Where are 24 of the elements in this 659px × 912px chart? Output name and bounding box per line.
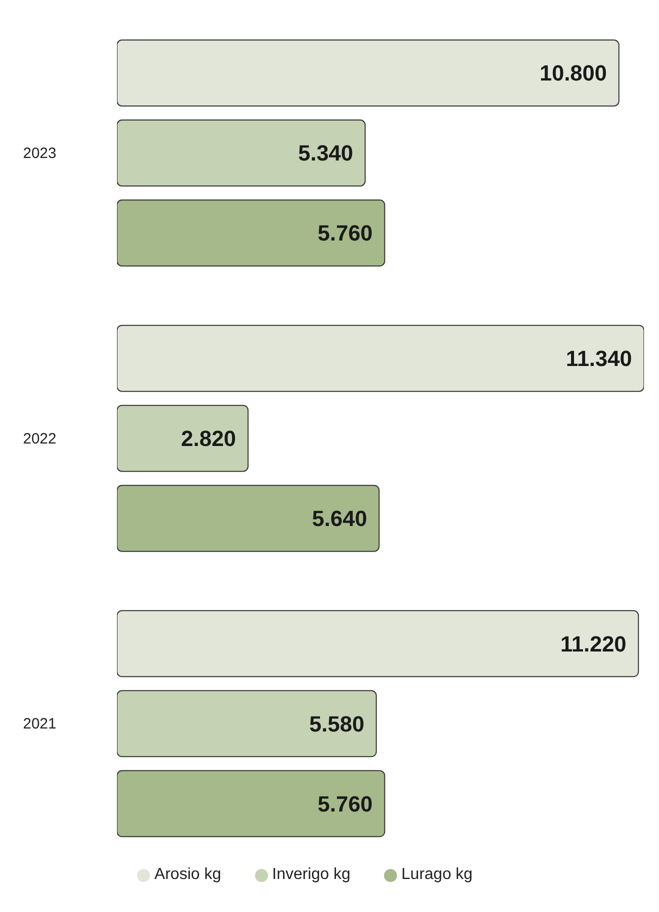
data-label: 5.340 [298, 140, 354, 166]
bar [117, 404, 249, 472]
data-label: 5.760 [318, 791, 373, 816]
data-label: 5.640 [312, 506, 368, 532]
data-label: 5.760 [318, 220, 373, 246]
y-tick-label: 2023 [23, 144, 56, 162]
data-label: 2.820 [180, 426, 236, 452]
bar [117, 324, 644, 392]
bar [117, 120, 366, 186]
bar [117, 610, 639, 678]
bar [117, 40, 620, 106]
legend-label: Inverigo kg [272, 866, 350, 883]
bar [117, 770, 386, 838]
data-label: 10.800 [540, 60, 607, 86]
bar [117, 484, 380, 552]
bar [117, 200, 386, 266]
y-tick-label: 2021 [23, 716, 56, 733]
y-tick-label: 2022 [23, 430, 56, 448]
legend-label: Lurago kg [401, 866, 473, 883]
bar [117, 690, 377, 758]
data-label: 11.220 [560, 631, 626, 656]
legend-label: Arosio kg [154, 866, 222, 883]
data-label: 5.580 [309, 711, 364, 736]
data-label: 11.340 [566, 346, 632, 372]
